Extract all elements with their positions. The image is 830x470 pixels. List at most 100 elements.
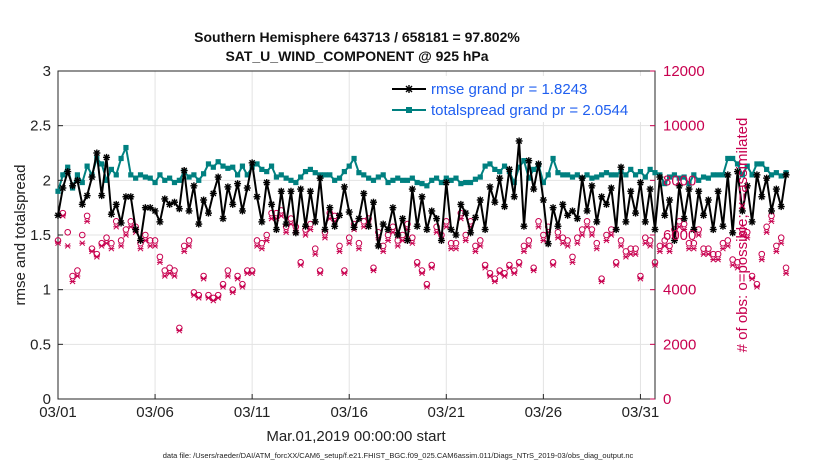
rmse-point xyxy=(602,200,610,208)
rmse-point xyxy=(418,193,426,201)
totalspread-point xyxy=(307,166,313,172)
totalspread-point xyxy=(147,175,153,181)
rmse-point xyxy=(389,204,397,212)
rmse-point xyxy=(573,215,581,223)
obs-possible-point xyxy=(418,267,426,274)
obs-possible-point xyxy=(239,280,246,288)
obs-assimilated-point xyxy=(55,240,61,247)
rmse-point xyxy=(491,198,499,206)
obs-assimilated-point xyxy=(171,273,178,279)
rmse-point xyxy=(394,231,402,239)
obs-assimilated-point xyxy=(254,243,260,249)
totalspread-point xyxy=(268,163,275,169)
totalspread-point xyxy=(254,161,260,167)
totalspread-point xyxy=(385,179,391,186)
totalspread-point xyxy=(298,174,304,180)
y-left-tick-label: 2.5 xyxy=(30,118,51,135)
totalspread-point xyxy=(492,166,498,172)
obs-possible-point xyxy=(263,231,271,239)
obs-assimilated-point xyxy=(394,243,401,249)
legend-rmse-label: rmse grand pr = 1.8243 xyxy=(431,81,587,98)
x-tick-label: 03/21 xyxy=(428,404,466,421)
totalspread-point xyxy=(400,177,406,183)
rmse-point xyxy=(297,185,305,193)
obs-assimilated-point xyxy=(312,251,319,257)
obs-possible-point xyxy=(641,234,649,242)
totalspread-point xyxy=(293,179,299,186)
obs-assimilated-point xyxy=(516,262,523,268)
obs-possible-point xyxy=(627,245,635,252)
obs-possible-point xyxy=(142,231,149,239)
rmse-point xyxy=(675,182,683,190)
obs-possible-point xyxy=(705,245,712,252)
obs-assimilated-point xyxy=(652,262,658,268)
totalspread-point xyxy=(603,170,610,176)
obs-possible-point xyxy=(593,239,601,247)
obs-assimilated-point xyxy=(550,262,557,268)
obs-possible-point xyxy=(258,239,266,247)
rmse-point xyxy=(83,192,91,200)
obs-assimilated-point xyxy=(249,270,256,277)
rmse-point xyxy=(685,185,693,193)
x-tick-label: 03/26 xyxy=(525,404,563,421)
obs-assimilated-point xyxy=(278,213,285,219)
rmse-point xyxy=(588,182,596,190)
obs-assimilated-point xyxy=(506,264,513,271)
rmse-point xyxy=(214,173,222,181)
totalspread-point xyxy=(288,177,294,183)
totalspread-point xyxy=(526,175,532,181)
rmse-point xyxy=(117,219,125,227)
rmse-point xyxy=(282,220,290,228)
totalspread-point xyxy=(113,172,119,178)
rmse-point xyxy=(107,210,115,218)
totalspread-point xyxy=(700,174,707,180)
totalspread-point xyxy=(264,168,270,175)
rmse-point xyxy=(535,160,543,168)
totalspread-point xyxy=(380,172,386,178)
obs-assimilated-point xyxy=(540,237,547,244)
totalspread-point xyxy=(686,181,692,187)
data-file-footnote: data file: /Users/raeder/DAI/ATM_forcXX/… xyxy=(163,451,634,460)
totalspread-point xyxy=(215,159,221,165)
totalspread-point xyxy=(99,161,105,167)
rmse-point xyxy=(399,215,407,223)
totalspread-point xyxy=(395,175,401,181)
totalspread-point xyxy=(773,170,779,176)
rmse-point xyxy=(539,196,547,204)
obs-possible-point xyxy=(476,237,484,244)
rmse-point xyxy=(442,179,450,187)
obs-assimilated-point xyxy=(525,243,532,249)
rmse-point xyxy=(180,166,188,174)
obs-assimilated-point xyxy=(84,218,91,225)
rmse-point xyxy=(224,183,232,191)
obs-possible-point xyxy=(88,245,96,252)
totalspread-point xyxy=(361,172,367,178)
totalspread-point xyxy=(487,161,493,167)
y-left-tick-label: 1.5 xyxy=(30,227,51,244)
totalspread-point xyxy=(560,172,566,178)
rmse-point xyxy=(408,185,416,193)
rmse-point xyxy=(384,226,392,234)
obs-assimilated-point xyxy=(554,234,561,241)
y-left-tick-label: 0.5 xyxy=(30,336,51,353)
rmse-point xyxy=(758,193,766,201)
rmse-point xyxy=(661,211,669,219)
rmse-point xyxy=(530,185,538,193)
obs-possible-point xyxy=(219,280,227,288)
obs-possible-point xyxy=(690,239,698,247)
rmse-point xyxy=(127,193,135,201)
y-axis-right-ticks: 0 2000 4000 6000 8000 10000 12000 xyxy=(650,63,705,408)
obs-possible-point xyxy=(200,272,207,280)
rmse-point xyxy=(437,236,445,244)
totalspread-point xyxy=(429,177,435,183)
rmse-point xyxy=(627,187,635,195)
totalspread-point xyxy=(225,165,231,171)
rmse-point xyxy=(175,205,183,213)
totalspread-point xyxy=(118,155,124,162)
totalspread-point xyxy=(725,155,731,162)
totalspread-point xyxy=(74,172,81,178)
obs-assimilated-point xyxy=(122,232,129,238)
totalspread-point xyxy=(632,172,639,178)
obs-possible-point xyxy=(773,242,780,250)
rmse-point xyxy=(258,218,266,226)
